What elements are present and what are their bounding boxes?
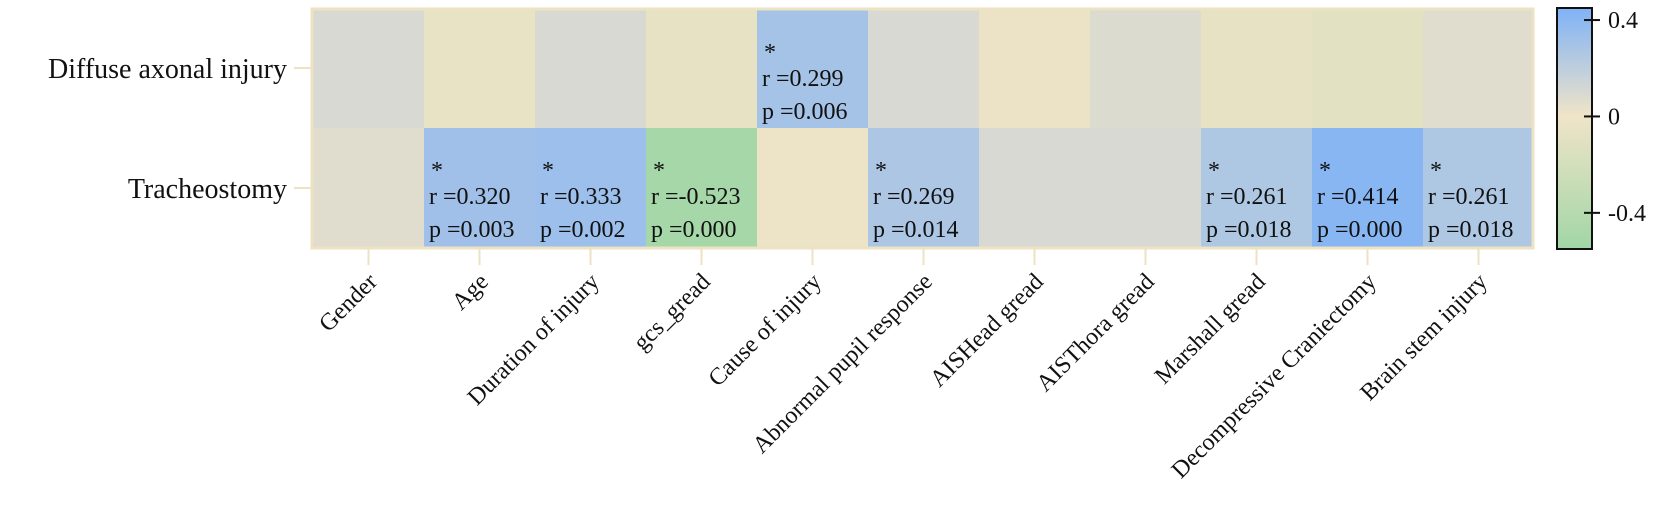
r-value: r =0.261 xyxy=(1206,184,1288,210)
p-value: p =0.002 xyxy=(540,217,626,243)
color-scale-ticks: 0.4 0 -0.4 xyxy=(1584,8,1646,227)
heatmap-cells xyxy=(313,10,1535,247)
r-value: r =0.333 xyxy=(540,184,622,210)
r-value: r =0.261 xyxy=(1428,184,1510,210)
significance-star: * xyxy=(875,158,887,184)
cell-tracheostomy-abnormal-pupil-response xyxy=(868,128,980,247)
r-value: r =0.269 xyxy=(873,184,955,210)
cell-diffuse-axonal-injury-brain-stem-injury xyxy=(1423,10,1535,129)
r-value: r =0.320 xyxy=(429,184,511,210)
cell-diffuse-axonal-injury-cause-of-injury xyxy=(757,10,869,129)
heatmap-frame xyxy=(310,7,1535,250)
significance-star: * xyxy=(1319,158,1331,184)
significance-star: * xyxy=(1208,158,1220,184)
r-value: r =-0.523 xyxy=(651,184,741,210)
annotation-tracheostomy-decompressive-craniectomy: *r =0.414 p =0.000 xyxy=(1317,158,1403,243)
significance-star: * xyxy=(764,40,776,66)
cell-diffuse-axonal-injury-age xyxy=(424,10,536,129)
cell-tracheostomy-duration-of-injury xyxy=(535,128,647,247)
col-label-decompressive-craniectomy: Decompressive Craniectomy xyxy=(1167,269,1382,484)
cell-tracheostomy-marshall-gread xyxy=(1201,128,1313,247)
annotation-tracheostomy-gcs-gread: *r =-0.523 p =0.000 xyxy=(651,158,741,243)
color-scale-legend: 0.4 0 -0.4 xyxy=(1556,7,1646,250)
col-label-age: Age xyxy=(447,269,494,316)
r-value: r =0.299 xyxy=(762,66,844,92)
annotation-tracheostomy-brain-stem-injury: *r =0.261 p =0.018 xyxy=(1428,158,1514,243)
annotation-diffuse-axonal-injury-cause-of-injury: *r =0.299 p =0.006 xyxy=(762,40,848,125)
cell-tracheostomy-aishead-gread xyxy=(979,128,1091,247)
cell-diffuse-axonal-injury-aisthora-gread xyxy=(1090,10,1202,129)
annotation-tracheostomy-duration-of-injury: *r =0.333 p =0.002 xyxy=(540,158,626,243)
p-value: p =0.000 xyxy=(651,217,737,243)
cell-diffuse-axonal-injury-duration-of-injury xyxy=(535,10,647,129)
cell-diffuse-axonal-injury-gender xyxy=(313,10,425,129)
cell-diffuse-axonal-injury-decompressive-craniectomy xyxy=(1312,10,1424,129)
cell-tracheostomy-cause-of-injury xyxy=(757,128,869,247)
color-scale-tick-label: 0 xyxy=(1608,104,1620,130)
color-scale-bar xyxy=(1556,7,1593,250)
p-value: p =0.003 xyxy=(429,217,515,243)
cell-tracheostomy-age xyxy=(424,128,536,247)
color-scale-tick-label: 0.4 xyxy=(1608,8,1638,34)
p-value: p =0.006 xyxy=(762,99,848,125)
col-label-marshall-gread: Marshall gread xyxy=(1150,269,1271,390)
cell-diffuse-axonal-injury-abnormal-pupil-response xyxy=(868,10,980,129)
p-value: p =0.018 xyxy=(1428,217,1514,243)
col-label-gender: Gender xyxy=(314,269,382,337)
row-labels: Diffuse axonal injury Tracheostomy xyxy=(48,54,312,205)
cell-diffuse-axonal-injury-aishead-gread xyxy=(979,10,1091,129)
p-value: p =0.018 xyxy=(1206,217,1292,243)
cell-tracheostomy-aisthora-gread xyxy=(1090,128,1202,247)
col-label-abnormal-pupil-response: Abnormal pupil response xyxy=(748,269,938,459)
significance-star: * xyxy=(431,158,443,184)
p-value: p =0.014 xyxy=(873,217,959,243)
row-label-diffuse-axonal-injury: Diffuse axonal injury xyxy=(48,54,287,85)
col-label-cause-of-injury: Cause of injury xyxy=(704,269,827,392)
col-label-aisthora-gread: AISThora gread xyxy=(1032,269,1160,397)
cell-tracheostomy-gender xyxy=(313,128,425,247)
cell-tracheostomy-brain-stem-injury xyxy=(1423,128,1535,247)
significance-star: * xyxy=(1430,158,1442,184)
col-label-aishead-gread: AISHead gread xyxy=(925,269,1048,392)
row-label-tracheostomy: Tracheostomy xyxy=(128,174,287,205)
color-scale-tick-label: -0.4 xyxy=(1608,201,1646,227)
annotation-tracheostomy-age: *r =0.320 p =0.003 xyxy=(429,158,515,243)
significance-star: * xyxy=(653,158,665,184)
col-label-gcs-gread: gcs_gread xyxy=(629,269,716,356)
cell-diffuse-axonal-injury-marshall-gread xyxy=(1201,10,1313,129)
p-value: p =0.000 xyxy=(1317,217,1403,243)
cell-diffuse-axonal-injury-gcs-gread xyxy=(646,10,758,129)
cell-tracheostomy-decompressive-craniectomy xyxy=(1312,128,1424,247)
cell-tracheostomy-gcs-gread xyxy=(646,128,758,247)
significance-star: * xyxy=(542,158,554,184)
r-value: r =0.414 xyxy=(1317,184,1399,210)
annotation-tracheostomy-abnormal-pupil-response: *r =0.269 p =0.014 xyxy=(873,158,959,243)
annotation-tracheostomy-marshall-gread: *r =0.261 p =0.018 xyxy=(1206,158,1292,243)
